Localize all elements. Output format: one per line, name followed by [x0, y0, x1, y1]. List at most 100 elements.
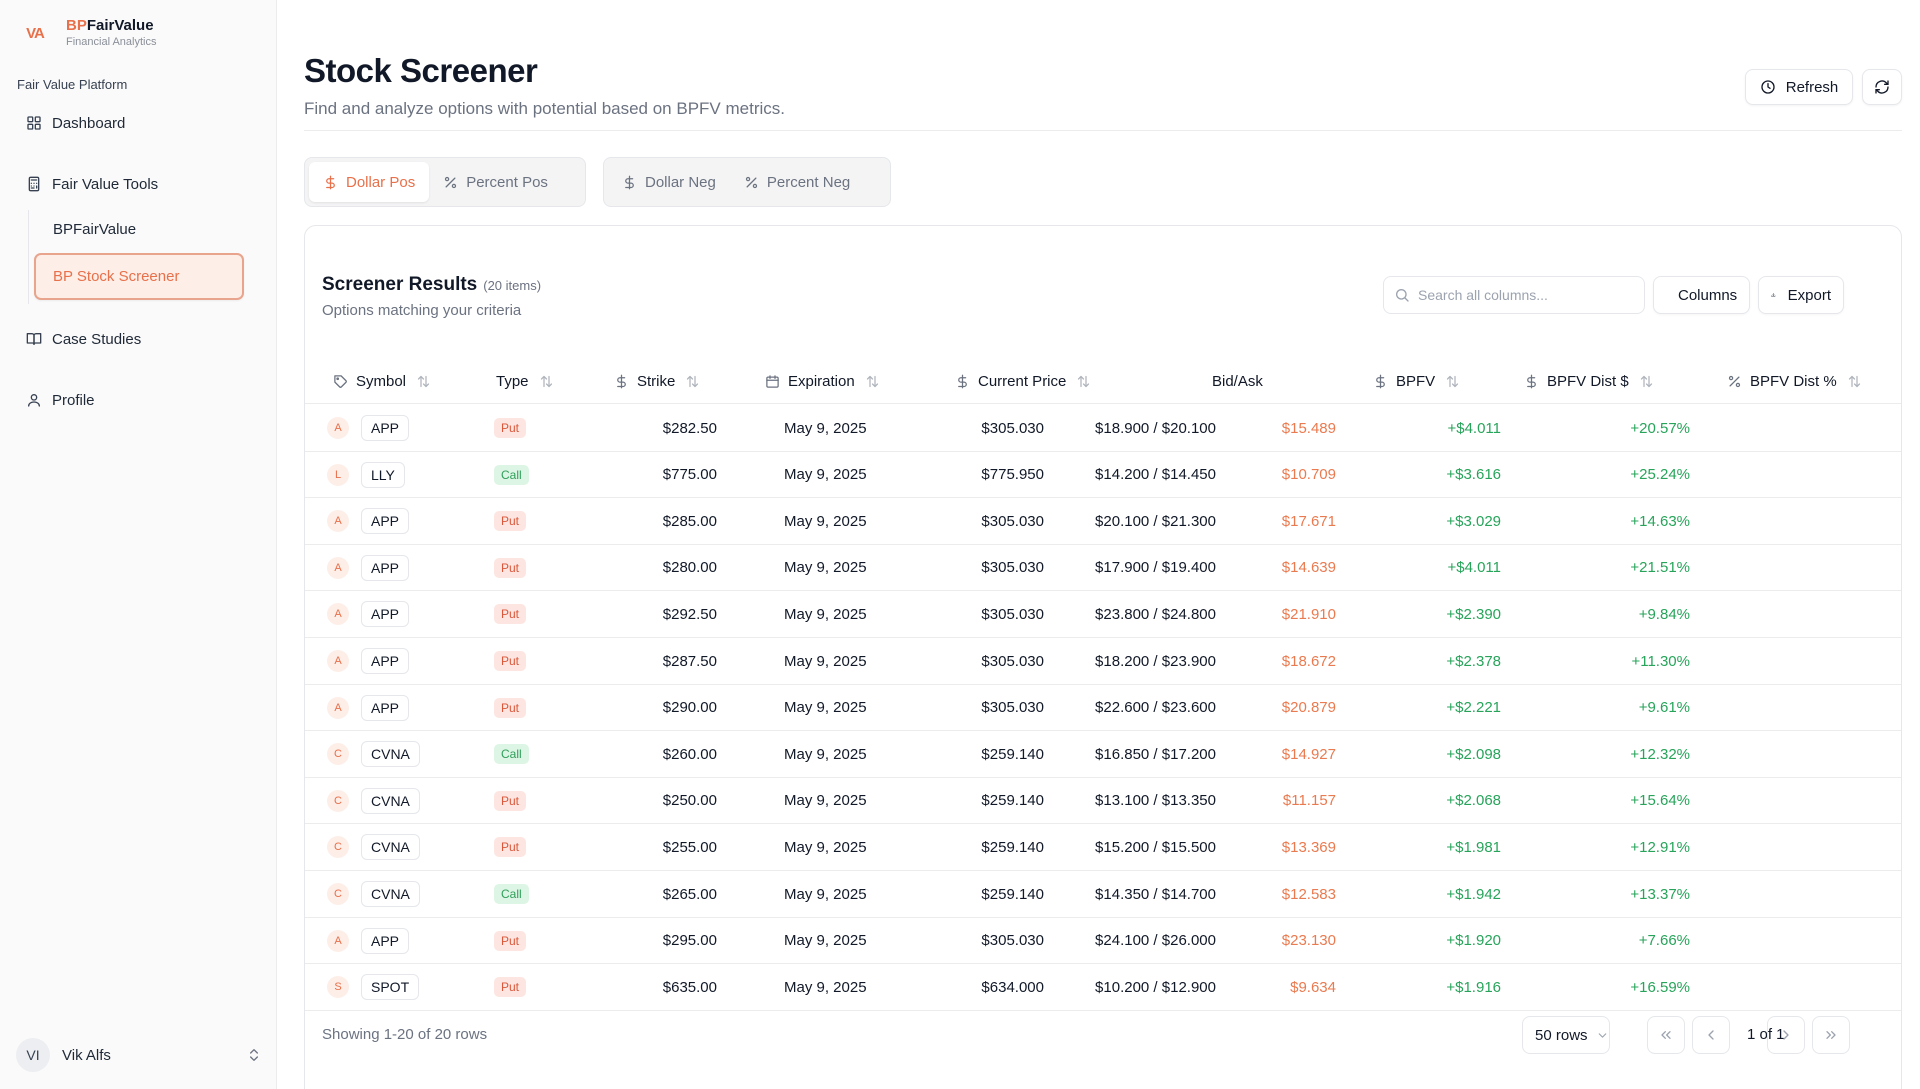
- current-price-cell: $259.140: [981, 792, 1044, 810]
- table-row[interactable]: L LLY Call $775.00 May 9, 2025 $775.950 $14.20…: [305, 452, 1901, 499]
- symbol-chip[interactable]: APP: [361, 508, 410, 535]
- bpfv-cell: $18.672: [1281, 652, 1336, 670]
- type-badge: Put: [494, 511, 527, 532]
- strike-cell: $292.50: [662, 605, 717, 623]
- expiration-cell: May 9, 2025: [784, 792, 867, 810]
- results-title-text: Screener Results: [322, 274, 478, 295]
- table-row[interactable]: A APP Put $282.50 May 9, 2025 $305.030 $18.900…: [305, 405, 1901, 452]
- next-page-button[interactable]: [1767, 1016, 1805, 1054]
- bpfv-dist-dollar-cell: +$2.378: [1446, 652, 1501, 670]
- type-badge: Put: [494, 651, 527, 671]
- table-row[interactable]: C CVNA Put $255.00 May 9, 2025 $259.140 $15.20…: [305, 824, 1901, 871]
- type-badge: Call: [494, 884, 529, 904]
- column-header-expiration[interactable]: Expiration: [765, 358, 888, 404]
- search-input[interactable]: [1418, 287, 1628, 303]
- sidebar-subitem-bpfairvalue[interactable]: BPFairValue: [53, 221, 137, 238]
- table-row[interactable]: A APP Put $285.00 May 9, 2025 $305.030 $20.100…: [305, 498, 1901, 545]
- reload-button[interactable]: [1862, 69, 1902, 105]
- brand-name-rest: FairValue: [86, 16, 154, 34]
- bid-ask-cell: $23.800 / $24.800: [1095, 605, 1216, 623]
- page-title: Stock Screener: [304, 52, 538, 89]
- strike-cell: $290.00: [662, 699, 717, 717]
- columns-button[interactable]: Columns: [1653, 276, 1750, 314]
- table-row[interactable]: C CVNA Call $260.00 May 9, 2025 $259.140 $16.8…: [305, 731, 1901, 778]
- results-title: Screener Results (20 items): [322, 274, 541, 296]
- bid-ask-cell: $17.900 / $19.400: [1095, 559, 1216, 577]
- column-header-symbol[interactable]: Symbol: [333, 358, 439, 404]
- sort-icon: [540, 375, 552, 387]
- column-header-bpfv-dist-dollar[interactable]: BPFV Dist $: [1524, 358, 1662, 404]
- sidebar-subitem-bp-stock-screener[interactable]: BP Stock Screener: [34, 253, 244, 300]
- symbol-chip[interactable]: SPOT: [361, 974, 420, 1001]
- tab-dollar-pos[interactable]: Dollar Pos: [309, 162, 430, 202]
- column-header-bpfv[interactable]: BPFV: [1373, 358, 1468, 404]
- previous-page-button[interactable]: [1692, 1016, 1730, 1054]
- symbol-initial: C: [327, 743, 349, 766]
- table-row[interactable]: C CVNA Put $250.00 May 9, 2025 $259.140 $13.10…: [305, 778, 1901, 825]
- strike-cell: $282.50: [662, 419, 717, 437]
- column-header-type[interactable]: Type: [496, 358, 562, 404]
- rows-per-page-select[interactable]: 50 rows: [1522, 1016, 1610, 1054]
- refresh-button[interactable]: Refresh: [1745, 69, 1853, 105]
- symbol-chip[interactable]: APP: [361, 648, 410, 674]
- percent-icon: [1728, 375, 1741, 387]
- bpfv-dist-dollar-cell: +$3.616: [1446, 466, 1501, 484]
- bid-ask-cell: $13.100 / $13.350: [1095, 792, 1216, 810]
- table-row[interactable]: A APP Put $292.50 May 9, 2025 $305.030 $23.800…: [305, 591, 1901, 638]
- table-row[interactable]: C CVNA Call $265.00 May 9, 2025 $259.140 $14.3…: [305, 871, 1901, 918]
- bid-ask-cell: $14.350 / $14.700: [1095, 885, 1216, 903]
- user-menu[interactable]: VI Vik Alfs: [16, 1038, 262, 1072]
- page-indicator: 1 of 1: [1747, 1026, 1785, 1043]
- tab-percent-neg[interactable]: Percent Neg: [730, 162, 864, 202]
- tab-dollar-neg[interactable]: Dollar Neg: [608, 162, 730, 202]
- last-page-button[interactable]: [1812, 1016, 1850, 1054]
- symbol-chip[interactable]: CVNA: [361, 741, 420, 768]
- symbol-chip[interactable]: APP: [361, 554, 410, 581]
- column-header-strike[interactable]: Strike: [614, 358, 708, 404]
- symbol-chip[interactable]: CVNA: [361, 881, 420, 907]
- bpfv-dist-dollar-cell: +$2.068: [1446, 792, 1501, 810]
- column-label: BPFV Dist %: [1750, 372, 1837, 390]
- sidebar-item-case-studies[interactable]: Case Studies: [16, 323, 261, 355]
- symbol-chip[interactable]: LLY: [361, 461, 405, 488]
- bpfv-dist-dollar-cell: +$1.981: [1446, 838, 1501, 856]
- symbol-initial: A: [327, 696, 349, 719]
- symbol-chip[interactable]: APP: [361, 694, 410, 721]
- current-price-cell: $305.030: [981, 932, 1044, 950]
- symbol-cell: C CVNA: [327, 871, 420, 917]
- bpfv-cell: $23.130: [1281, 932, 1336, 950]
- symbol-chip[interactable]: APP: [361, 927, 410, 954]
- symbol-chip[interactable]: APP: [361, 415, 410, 441]
- first-page-button[interactable]: [1647, 1016, 1685, 1054]
- bpfv-cell: $15.489: [1281, 419, 1336, 437]
- expiration-cell: May 9, 2025: [784, 559, 867, 577]
- tab-percent-pos[interactable]: Percent Pos: [429, 162, 562, 202]
- export-button[interactable]: Export: [1758, 276, 1844, 314]
- chevron-down-icon: [1598, 1032, 1606, 1038]
- column-header-bpfv-dist-percent[interactable]: BPFV Dist %: [1727, 358, 1870, 404]
- dollar-icon: [1376, 374, 1385, 388]
- sidebar-item-dashboard[interactable]: Dashboard: [16, 107, 261, 139]
- column-header-current-price[interactable]: Current Price: [955, 358, 1099, 404]
- symbol-chip[interactable]: APP: [361, 601, 410, 628]
- table-row[interactable]: S SPOT Put $635.00 May 9, 2025 $634.000 $10.20…: [305, 964, 1901, 1011]
- brand-text: BPFairValue Financial Analytics: [66, 16, 157, 49]
- table-row[interactable]: A APP Put $280.00 May 9, 2025 $305.030 $17.900…: [305, 545, 1901, 592]
- bid-ask-cell: $18.200 / $23.900: [1095, 652, 1216, 670]
- table-row[interactable]: A APP Put $295.00 May 9, 2025 $305.030 $24.100…: [305, 918, 1901, 965]
- symbol-chip[interactable]: CVNA: [361, 787, 420, 814]
- tab-label: Dollar Pos: [346, 173, 416, 191]
- symbol-chip[interactable]: CVNA: [361, 834, 420, 861]
- table-row[interactable]: A APP Put $287.50 May 9, 2025 $305.030 $18.200…: [305, 638, 1901, 685]
- rows-per-page-value: 50 rows: [1535, 1026, 1588, 1044]
- current-price-cell: $305.030: [981, 605, 1044, 623]
- chevrons-up-down-icon: [250, 1049, 258, 1061]
- sidebar-item-fair-value-tools[interactable]: Fair Value Tools: [16, 168, 261, 200]
- book-open-icon: [26, 333, 42, 345]
- table-row[interactable]: A APP Put $290.00 May 9, 2025 $305.030 $22.600…: [305, 685, 1901, 732]
- brand[interactable]: VA BPFairValue Financial Analytics: [16, 14, 157, 52]
- sidebar-item-profile[interactable]: Profile: [16, 384, 261, 416]
- bpfv-cell: $10.709: [1281, 466, 1336, 484]
- sort-icon: [1640, 375, 1652, 387]
- tab-label: Percent Pos: [466, 173, 548, 191]
